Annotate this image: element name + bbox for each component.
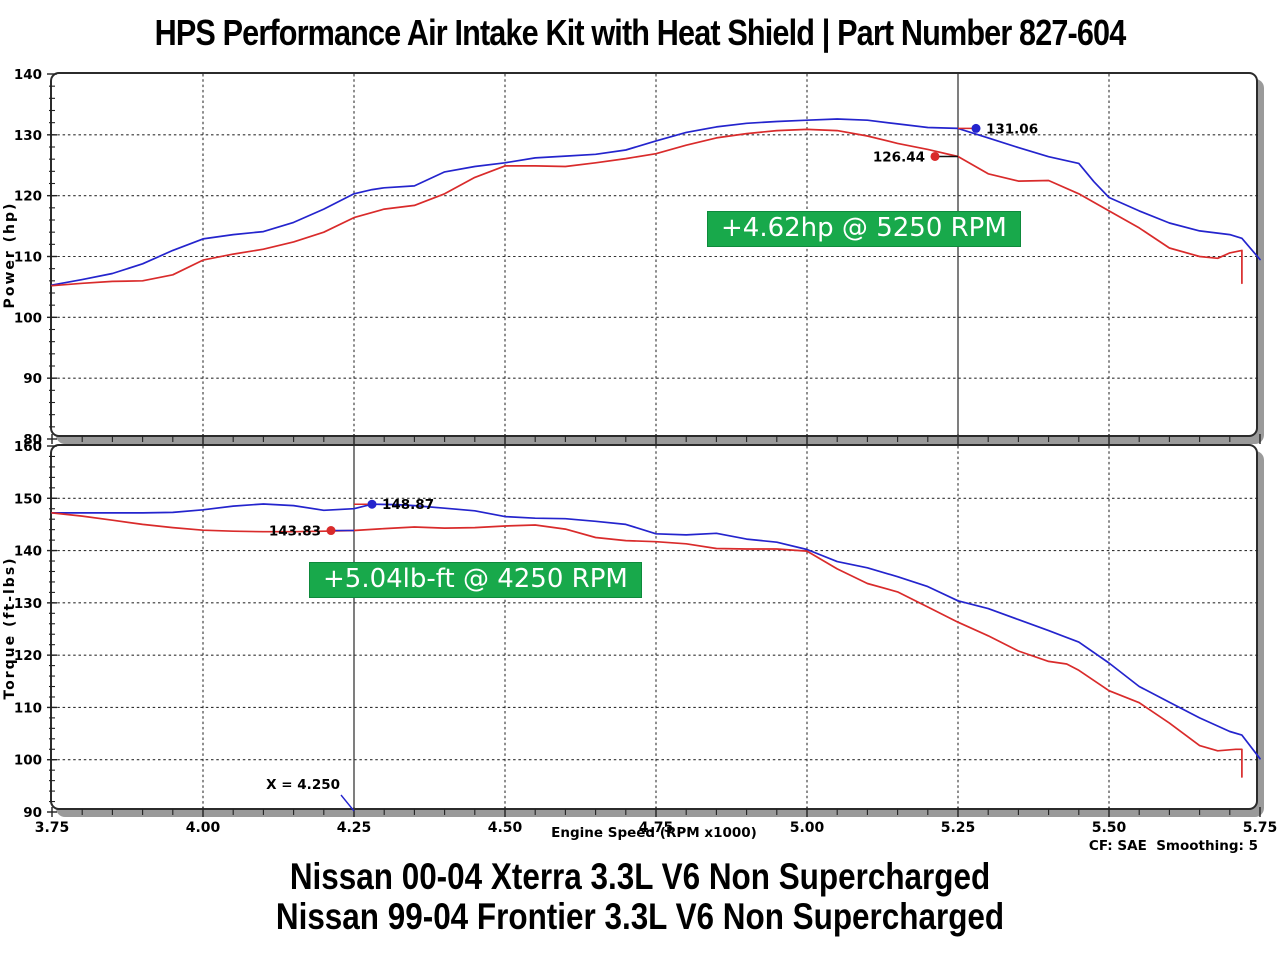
torque-vs-rpm-y-tick-label: 130 xyxy=(14,596,42,612)
torque-vs-rpm-red-marker-label: 143.83 xyxy=(269,524,321,540)
power-vs-rpm-y-tick-label: 100 xyxy=(14,310,42,326)
x-axis-tick-label: 3.75 xyxy=(35,820,70,836)
power-vs-rpm-blue-marker-dot xyxy=(971,123,981,133)
cf-sae-smoothing-label: CF: SAE Smoothing: 5 xyxy=(1088,838,1258,854)
torque-vs-rpm-y-tick-label: 100 xyxy=(14,753,42,769)
x-axis-tick-label: 5.25 xyxy=(941,820,976,836)
torque-vs-rpm-y-tick-label: 140 xyxy=(14,544,42,560)
torque-vs-rpm-y-tick-label: 150 xyxy=(14,491,42,507)
x-axis-tick-label: 5.50 xyxy=(1092,820,1127,836)
torque-vs-rpm-blue-marker-label: 148.87 xyxy=(382,497,434,513)
x-axis-tick-label: 5.75 xyxy=(1243,820,1278,836)
power-gain-annotation: +4.62hp @ 5250 RPM xyxy=(707,211,1021,247)
power-vs-rpm-y-tick-label: 110 xyxy=(14,250,42,266)
caption-xterra: Nissan 00-04 Xterra 3.3L V6 Non Supercha… xyxy=(289,856,991,897)
engine-speed-axis-label: Engine Speed (RPM x1000) xyxy=(551,825,757,841)
power-vs-rpm-y-tick-label: 140 xyxy=(14,67,42,83)
power-axis-label: Power (hp) xyxy=(2,201,18,309)
power-vs-rpm-y-tick-label: 90 xyxy=(23,371,42,387)
x-axis-tick-label: 4.75 xyxy=(639,820,674,836)
torque-vs-rpm-y-tick-label: 160 xyxy=(14,439,42,455)
power-vs-rpm-y-tick-label: 120 xyxy=(14,189,42,205)
torque-vs-rpm-blue-marker-dot xyxy=(367,499,377,509)
torque-vs-rpm-red-curve xyxy=(51,512,1243,778)
power-vs-rpm-red-marker-label: 126.44 xyxy=(873,149,925,165)
x-axis-tick-label: 4.50 xyxy=(488,820,523,836)
torque-axis-label: Torque (ft-lbs) xyxy=(2,556,18,700)
power-chart-plot: 140 130 120 110 100 90 80 131.06 126.44 +4.62hp … xyxy=(14,67,1261,448)
torque-chart-canvas: 160 150 140 130 120 110 100 903.75 4.00 4.25 4.50 4… xyxy=(14,439,1277,836)
torque-vs-rpm-y-tick-label: 110 xyxy=(14,700,42,716)
power-vs-rpm-y-tick-label: 130 xyxy=(14,128,42,144)
power-vs-rpm-red-marker-dot xyxy=(930,151,940,161)
power-chart-canvas: 140 130 120 110 100 90 80 131.06 126.44 xyxy=(14,67,1261,448)
page-title: HPS Performance Air Intake Kit with Heat… xyxy=(154,12,1127,53)
cursor-x-label: X = 4.250 xyxy=(266,777,340,793)
torque-chart-plot: 160 150 140 130 120 110 100 90 3.75 4.00 4.25 4.50 4… xyxy=(14,439,1277,836)
x-axis-tick-label: 4.25 xyxy=(337,820,372,836)
caption-frontier: Nissan 99-04 Frontier 3.3L V6 Non Superc… xyxy=(275,896,1005,937)
power-vs-rpm-y-tick-label: 80 xyxy=(23,432,42,448)
torque-vs-rpm-blue-curve xyxy=(51,503,1261,760)
cursor-x-callout-line xyxy=(340,794,355,812)
torque-vs-rpm-y-tick-label: 120 xyxy=(14,648,42,664)
torque-vs-rpm-red-marker-dot xyxy=(326,526,336,536)
x-axis-tick-label: 4.00 xyxy=(186,820,221,836)
x-axis-tick-label: 5.00 xyxy=(790,820,825,836)
torque-gain-annotation: +5.04lb-ft @ 4250 RPM xyxy=(309,562,642,598)
power-vs-rpm-blue-curve xyxy=(51,118,1261,286)
torque-vs-rpm-y-tick-label: 90 xyxy=(23,805,42,821)
power-vs-rpm-red-curve xyxy=(51,128,1243,287)
power-vs-rpm-blue-marker-label: 131.06 xyxy=(986,121,1038,137)
